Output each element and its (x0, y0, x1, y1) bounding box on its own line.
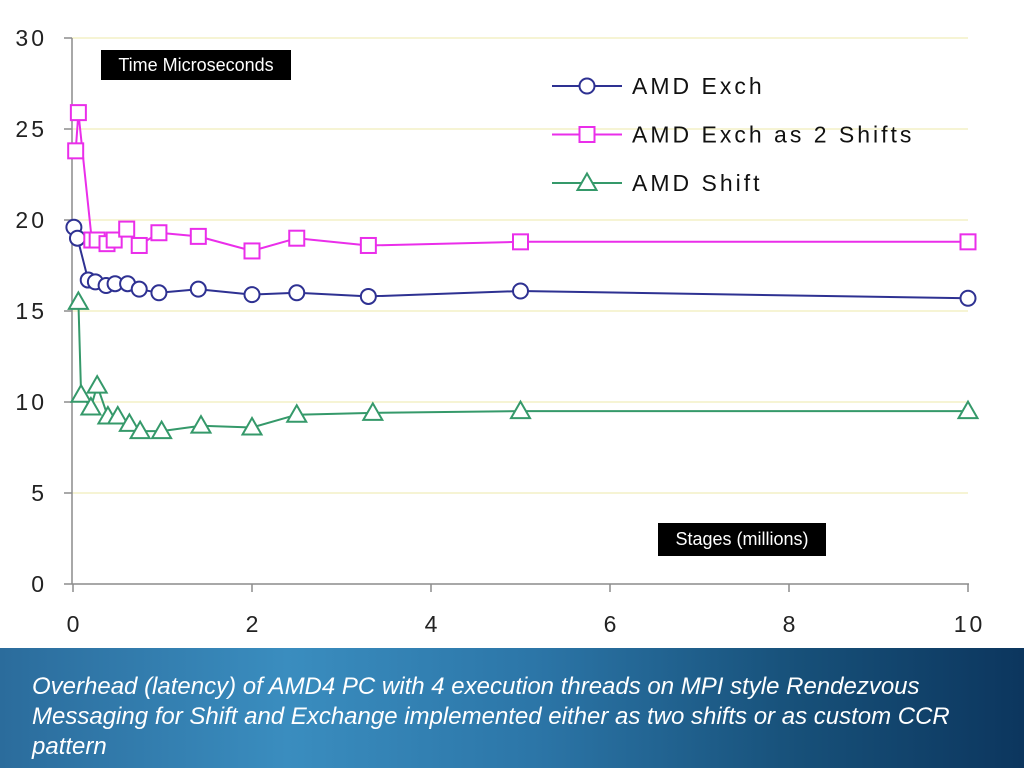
data-point (189, 414, 213, 434)
data-point (512, 282, 529, 300)
legend-label: AMD Exch (632, 73, 765, 99)
data-point (509, 399, 532, 420)
x-axis-title: Stages (millions) (658, 523, 826, 556)
y-tick-label: 30 (15, 25, 47, 51)
legend-label: AMD Exch as 2 Shifts (632, 122, 914, 148)
series-amd-shift (67, 290, 980, 440)
data-point (130, 280, 148, 298)
data-point (288, 229, 306, 247)
data-point (359, 287, 377, 305)
series-amd-exch (65, 218, 977, 307)
caption-line: pattern (32, 733, 107, 760)
y-tick-label: 0 (31, 571, 47, 597)
data-point (67, 142, 85, 160)
data-point (189, 280, 207, 298)
data-point (67, 290, 90, 310)
data-point (79, 395, 103, 416)
x-tick-label: 6 (604, 611, 620, 637)
caption-line: Messaging for Shift and Exchange impleme… (32, 703, 950, 730)
data-point (130, 236, 148, 254)
legend-item-amd-exch-as-2-shifts: AMD Exch as 2 Shifts (552, 122, 914, 148)
y-axis-title: Time Microseconds (101, 50, 291, 80)
data-point (512, 233, 529, 251)
data-point (150, 419, 173, 440)
legend-label: AMD Shift (632, 170, 763, 196)
data-point (361, 401, 385, 421)
legend-marker (578, 126, 596, 143)
y-axis: 0 5 10 15 20 25 30 (15, 25, 72, 597)
gridlines (72, 37, 968, 494)
series-amd-exch-as-2-shifts (67, 104, 977, 260)
data-point (956, 399, 980, 420)
x-tick-label: 0 (67, 611, 83, 637)
x-tick-label: 10 (954, 611, 986, 637)
data-point (85, 374, 109, 394)
y-tick-label: 15 (15, 298, 47, 324)
legend-item-amd-shift: AMD Shift (552, 170, 763, 196)
x-tick-label: 4 (425, 611, 441, 637)
legend: AMD Exch AMD Exch as 2 Shifts AMD Shift (552, 73, 914, 196)
data-point (69, 383, 93, 403)
data-point (68, 229, 86, 247)
data-point (359, 236, 377, 254)
data-point (189, 227, 207, 245)
data-point (69, 104, 87, 122)
data-point (150, 224, 168, 242)
y-tick-label: 25 (15, 116, 47, 142)
legend-marker (575, 171, 599, 191)
data-point (959, 289, 977, 307)
data-point (243, 286, 261, 304)
y-tick-label: 20 (15, 207, 47, 233)
y-tick-label: 5 (31, 480, 47, 506)
data-point (118, 220, 136, 238)
data-point (288, 284, 306, 302)
y-tick-label: 10 (15, 389, 47, 415)
caption-line: Overhead (latency) of AMD4 PC with 4 exe… (32, 673, 920, 700)
data-point (106, 405, 129, 425)
data-point (959, 233, 977, 251)
legend-marker (578, 77, 596, 95)
data-point (240, 415, 264, 436)
data-point (243, 242, 261, 260)
x-axis: 0 2 4 6 8 10 (67, 584, 986, 637)
x-tick-label: 2 (246, 611, 262, 637)
line-chart: 0 5 10 15 20 25 30 0 2 4 6 8 10 AMD Exch AMD Exch as 2… (15, 25, 986, 637)
data-point (118, 412, 141, 432)
data-point (150, 284, 168, 302)
data-point (128, 419, 152, 440)
caption-banner: Overhead (latency) of AMD4 PC with 4 exe… (0, 648, 1024, 768)
data-point (105, 231, 123, 249)
data-point (285, 403, 308, 423)
x-tick-label: 8 (783, 611, 799, 637)
legend-item-amd-exch: AMD Exch (552, 73, 765, 99)
